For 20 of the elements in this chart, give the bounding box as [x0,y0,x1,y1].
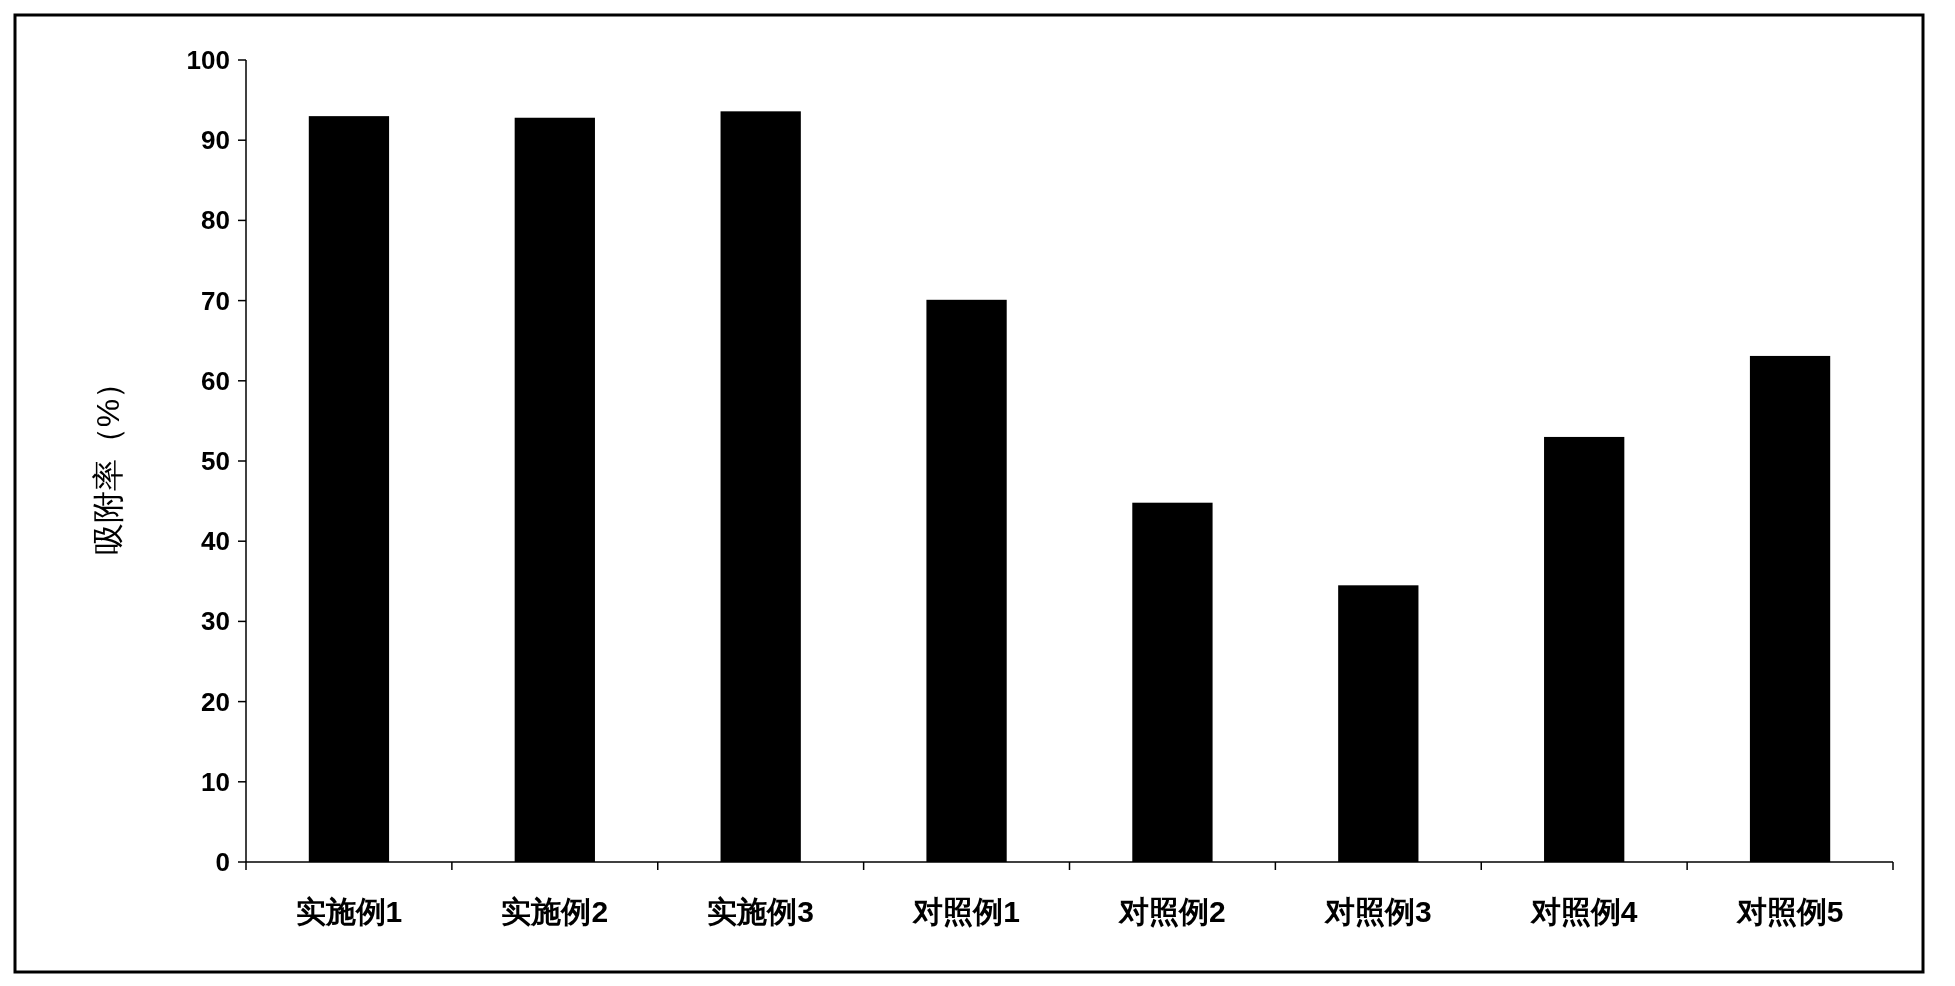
x-tick-label: 对照例5 [1735,895,1844,928]
x-tick-label: 对照例1 [912,895,1020,928]
y-tick-label: 60 [201,365,230,396]
y-tick-label: 100 [186,45,230,75]
y-tick-label: 0 [215,847,230,877]
x-tick-label: 对照例2 [1118,895,1226,928]
y-tick-label: 80 [201,205,230,236]
y-tick-label: 70 [201,285,230,316]
x-tick-label: 对照例4 [1529,895,1638,928]
y-tick-label: 90 [201,125,230,156]
y-tick-label: 10 [201,766,230,797]
x-tick-label: 实施例1 [295,895,403,928]
y-tick-label: 50 [201,446,230,476]
x-tick-label: 实施例3 [707,895,815,928]
x-tick-label: 对照例3 [1323,895,1432,928]
y-tick-label: 20 [201,686,230,717]
y-tick-label: 40 [201,526,230,557]
y-axis-title: 吸附率（%） [90,366,126,556]
x-tick-label: 实施例2 [501,895,609,928]
y-tick-label: 30 [201,606,230,637]
